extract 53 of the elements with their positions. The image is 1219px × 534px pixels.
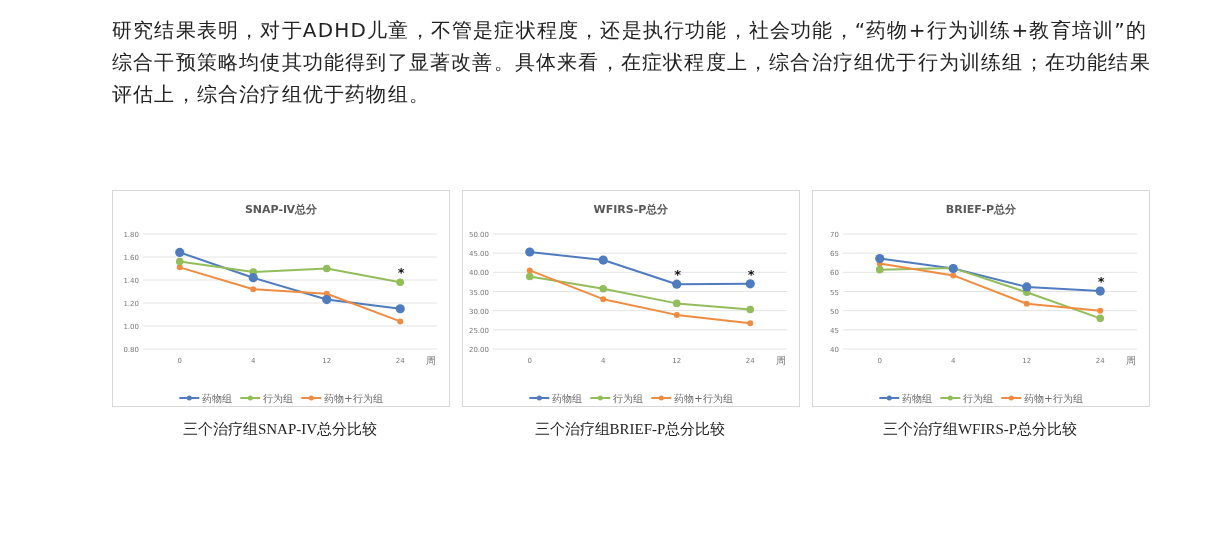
legend-label: 药物+行为组 — [674, 393, 733, 404]
legend-label: 药物组 — [552, 393, 583, 404]
legend-label: 药物+行为组 — [1024, 393, 1083, 404]
legend-label: 行为组 — [963, 393, 994, 404]
point — [1022, 282, 1032, 292]
legend-label: 行为组 — [613, 393, 644, 404]
point — [745, 279, 755, 289]
point — [1097, 307, 1104, 314]
legend-label: 药物组 — [202, 393, 233, 404]
point — [250, 286, 257, 293]
text: 研究结果表明，对于ADHD儿童，不管是症状程度，还是执行功能，社会功能，“药物+行为训练+教育培训”的综合干预策略均使其功能得到了显著改善。具体来看，在症状程度上，综合治疗组优于行为训练组；在功能结果评估上，综合治疗组优于药物组。 — [112, 17, 1152, 108]
point — [176, 264, 183, 271]
point — [175, 257, 184, 266]
point — [1096, 314, 1105, 323]
chart-title: BRIEF-P总分 — [945, 203, 1018, 216]
point — [672, 279, 682, 289]
annotation: * — [674, 267, 682, 283]
text: 三个治疗组SNAP-IV总分比较 — [181, 420, 379, 439]
point — [600, 296, 607, 303]
legend-label: 行为组 — [263, 393, 294, 404]
legend-label: 药物+行为组 — [324, 393, 383, 404]
point — [599, 285, 608, 293]
point — [322, 264, 331, 273]
annotation: * — [397, 265, 405, 281]
point — [746, 305, 755, 314]
point — [248, 273, 258, 283]
point — [525, 272, 534, 281]
point — [673, 311, 680, 318]
point — [747, 320, 754, 327]
point — [322, 294, 332, 305]
chart-title: WFIRS-P总分 — [593, 203, 670, 216]
point — [1023, 300, 1030, 307]
x-axis-title: 周 — [776, 355, 786, 366]
point — [672, 299, 681, 308]
text: 三个治疗组BRIEF-P总分比较 — [533, 420, 727, 439]
annotation: * — [747, 266, 755, 282]
text: 三个治疗组WFIRS-P总分比较 — [881, 420, 1079, 439]
annotation: * — [1097, 274, 1105, 290]
point — [526, 267, 533, 274]
point — [175, 247, 185, 257]
chart-title: SNAP-Ⅳ总分 — [244, 203, 319, 216]
point — [395, 304, 405, 314]
point — [950, 272, 957, 279]
point — [875, 253, 885, 264]
point — [1095, 286, 1105, 296]
point — [396, 278, 405, 287]
x-axis-title: 周 — [1126, 355, 1136, 366]
point — [598, 255, 608, 265]
legend-label: 药物组 — [902, 393, 933, 404]
point — [525, 247, 535, 257]
x-axis-title: 周 — [426, 355, 436, 366]
point — [875, 265, 884, 274]
point — [397, 318, 404, 325]
